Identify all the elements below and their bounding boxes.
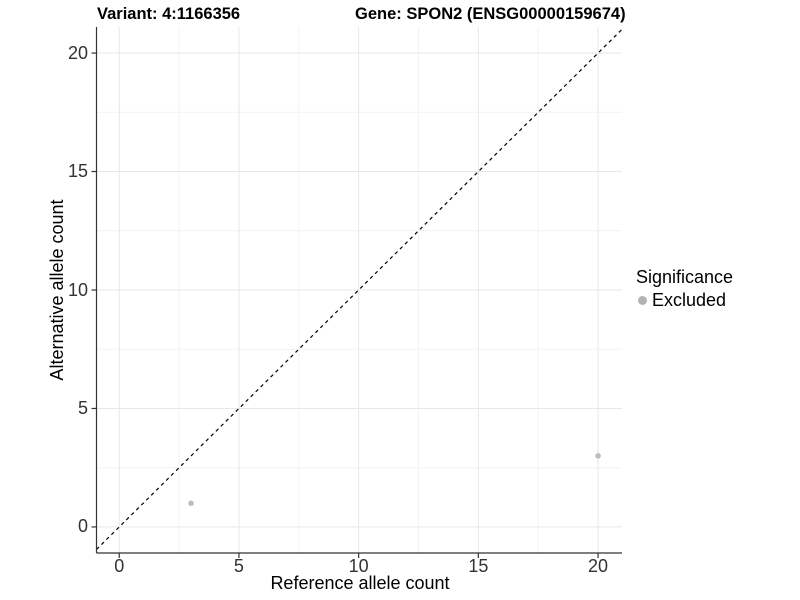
x-tick-label: 20 bbox=[588, 556, 609, 576]
y-tick-label: 20 bbox=[67, 42, 88, 63]
y-tick-label: 0 bbox=[77, 516, 88, 537]
x-tick-label: 10 bbox=[348, 556, 369, 576]
legend: Significance Excluded bbox=[636, 267, 733, 311]
legend-title: Significance bbox=[636, 267, 734, 287]
legend-item-label: Excluded bbox=[652, 290, 727, 310]
x-tick-label: 0 bbox=[114, 556, 125, 576]
x-axis-title: Reference allele count bbox=[270, 573, 450, 593]
data-point bbox=[188, 500, 194, 507]
legend-point-icon bbox=[638, 296, 647, 305]
y-tick-label: 10 bbox=[67, 279, 88, 300]
identity-reference-line bbox=[96, 28, 623, 550]
data-point bbox=[595, 453, 601, 459]
plot-title-gene: Gene: SPON2 (ENSG00000159674) bbox=[355, 5, 626, 23]
x-tick-label: 15 bbox=[468, 556, 489, 576]
x-tick-label: 5 bbox=[233, 556, 244, 576]
y-tick-label: 15 bbox=[67, 161, 88, 182]
y-tick-label: 5 bbox=[77, 397, 88, 418]
legend-item-excluded: Excluded bbox=[636, 290, 733, 311]
plot-title-variant: Variant: 4:1166356 bbox=[97, 5, 241, 23]
